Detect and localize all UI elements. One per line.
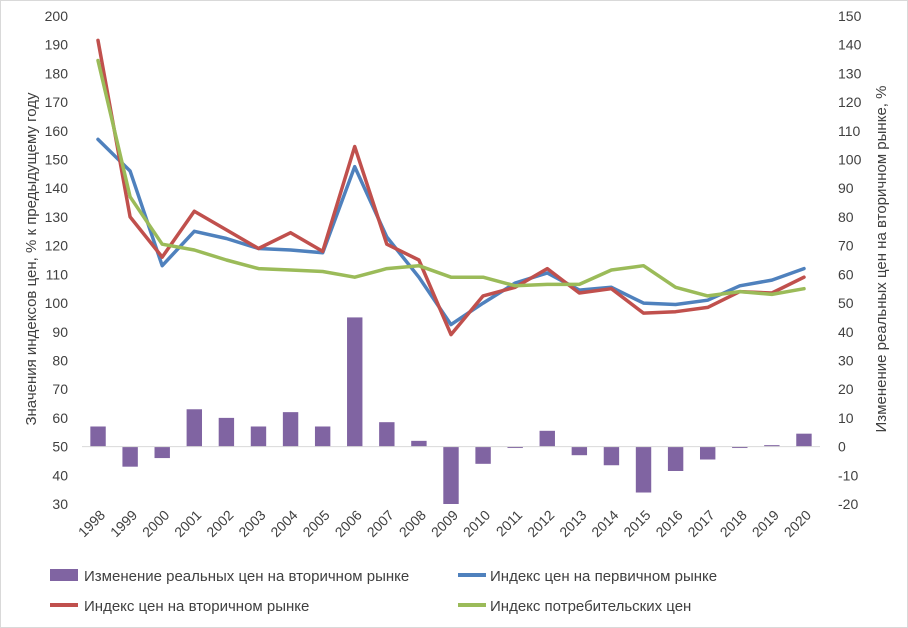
left-axis-ticks: 30 40 50 60 70 80 90 100 110 120 130 140 150 160 170 18…: [45, 8, 69, 512]
bar-2015: [635, 446, 652, 493]
legend-item-cpi: Индекс потребительских цен: [458, 598, 691, 615]
legend-item-secondary: Индекс цен на вторичном рынке: [50, 598, 309, 615]
legend-item-primary: Индекс цен на первичном рынке: [458, 568, 717, 585]
legend-label-secondary: Индекс цен на вторичном рынке: [84, 598, 309, 615]
bar-2012: [539, 430, 555, 447]
bar-2005: [314, 426, 331, 447]
y-left-axis-title: Значения индексов цен, % к предыдущему г…: [23, 92, 40, 426]
bar-2003: [250, 426, 267, 447]
right-tick-label: 60: [838, 266, 854, 282]
right-tick-label: 50: [838, 295, 854, 311]
bar-2000: [154, 446, 170, 459]
bar-2018: [732, 446, 748, 449]
right-tick-label: 80: [838, 209, 854, 225]
left-tick-label: 80: [52, 352, 68, 368]
right-tick-label: -20: [838, 496, 858, 512]
legend-label-primary: Индекс цен на первичном рынке: [490, 568, 717, 585]
right-tick-label: 150: [838, 8, 862, 24]
bar-2006: [347, 317, 363, 447]
left-tick-label: 200: [45, 8, 69, 24]
right-tick-label: -10: [838, 467, 858, 483]
bar-2019: [764, 445, 780, 447]
bar-2020: [796, 433, 812, 447]
left-tick-label: 60: [52, 410, 68, 426]
right-tick-label: 20: [838, 381, 854, 397]
bar-2007: [379, 422, 395, 447]
right-tick-label: 40: [838, 324, 854, 340]
right-tick-label: 70: [838, 238, 854, 254]
bar-2001: [186, 409, 203, 447]
left-tick-label: 90: [52, 324, 68, 340]
legend-label-bar: Изменение реальных цен на вторичном рынк…: [84, 568, 409, 585]
bar-2011: [507, 446, 523, 449]
legend-item-bar: Изменение реальных цен на вторичном рынк…: [50, 568, 409, 585]
bar-2016: [667, 446, 684, 471]
left-tick-label: 140: [45, 180, 69, 196]
bar-series: [90, 317, 812, 504]
right-axis-ticks: -20 -10 0 10 20 30 40 50 60 70 80 90 100 110 120 130 140…: [838, 8, 862, 512]
bar-1999: [122, 446, 138, 467]
left-tick-label: 30: [52, 496, 68, 512]
right-tick-label: 30: [838, 352, 854, 368]
left-tick-label: 160: [45, 123, 69, 139]
bar-1998: [90, 426, 106, 447]
bar-2010: [475, 446, 491, 464]
bar-2004: [282, 412, 299, 447]
left-tick-label: 110: [46, 266, 69, 282]
bar-2014: [603, 446, 620, 466]
left-tick-label: 170: [45, 94, 69, 110]
left-tick-label: 180: [45, 65, 69, 81]
line-series-3: [96, 58, 806, 298]
right-tick-label: 120: [838, 94, 862, 110]
left-tick-label: 150: [45, 152, 69, 168]
bar-2002: [218, 417, 235, 447]
y-right-axis-title: Изменение реальных цен на вторичном рынк…: [873, 86, 890, 433]
left-tick-label: 100: [45, 295, 69, 311]
right-tick-label: 10: [838, 410, 854, 426]
bar-2013: [571, 446, 588, 456]
left-tick-label: 120: [45, 238, 69, 254]
right-tick-label: 110: [838, 123, 861, 139]
right-tick-label: 130: [838, 65, 862, 81]
left-tick-label: 190: [45, 37, 69, 53]
legend-swatch-bar: [50, 569, 78, 581]
line-series-1: [96, 137, 806, 327]
left-tick-label: 50: [52, 439, 68, 455]
bar-2008: [411, 440, 427, 447]
bar-2009: [443, 446, 459, 504]
line-series: [96, 38, 806, 337]
legend-label-cpi: Индекс потребительских цен: [490, 598, 691, 615]
legend: Изменение реальных цен на вторичном рынк…: [50, 568, 717, 615]
right-tick-label: 90: [838, 180, 854, 196]
left-tick-label: 40: [52, 467, 68, 483]
left-tick-label: 70: [52, 381, 68, 397]
bar-2017: [699, 446, 716, 460]
right-tick-label: 0: [838, 439, 846, 455]
line-series-2: [96, 38, 806, 337]
left-tick-label: 130: [45, 209, 69, 225]
right-tick-label: 140: [838, 37, 862, 53]
right-tick-label: 100: [838, 152, 862, 168]
